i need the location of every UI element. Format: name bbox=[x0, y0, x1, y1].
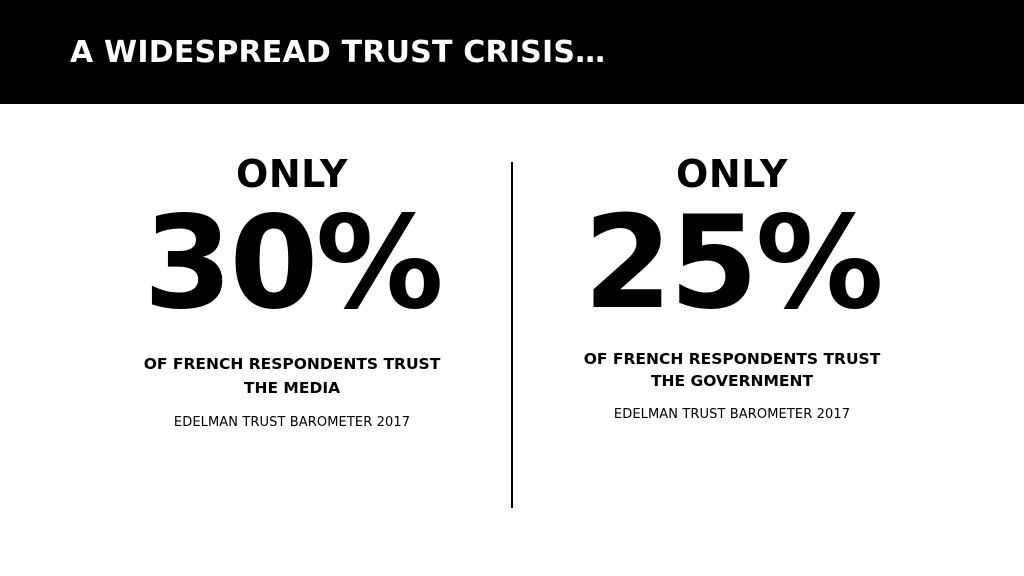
stat-prefix: ONLY bbox=[236, 152, 348, 196]
stat-prefix: ONLY bbox=[676, 152, 788, 196]
stat-description: OF FRENCH RESPONDENTS TRUST THE MEDIA bbox=[82, 352, 502, 400]
stat-description-line: THE GOVERNMENT bbox=[650, 372, 814, 390]
stat-source: EDELMAN TRUST BAROMETER 2017 bbox=[173, 415, 411, 430]
stat-description-line: OF FRENCH RESPONDENTS TRUST bbox=[583, 350, 881, 368]
stat-description-line: THE MEDIA bbox=[243, 379, 341, 397]
stat-block-government: ONLY 25% OF FRENCH RESPONDENTS TRUST THE… bbox=[522, 150, 942, 424]
slide-header: A WIDESPREAD TRUST CRISIS… bbox=[0, 0, 1024, 104]
stat-description: OF FRENCH RESPONDENTS TRUST THE GOVERNME… bbox=[522, 348, 942, 392]
stat-percentage: 30% bbox=[143, 189, 443, 338]
stat-source: EDELMAN TRUST BAROMETER 2017 bbox=[613, 407, 851, 422]
stat-percentage: 25% bbox=[583, 189, 883, 338]
vertical-divider bbox=[511, 162, 513, 508]
stat-description-line: OF FRENCH RESPONDENTS TRUST bbox=[143, 355, 441, 373]
stat-block-media: ONLY 30% OF FRENCH RESPONDENTS TRUST THE… bbox=[82, 150, 502, 432]
slide-title: A WIDESPREAD TRUST CRISIS… bbox=[70, 35, 606, 70]
